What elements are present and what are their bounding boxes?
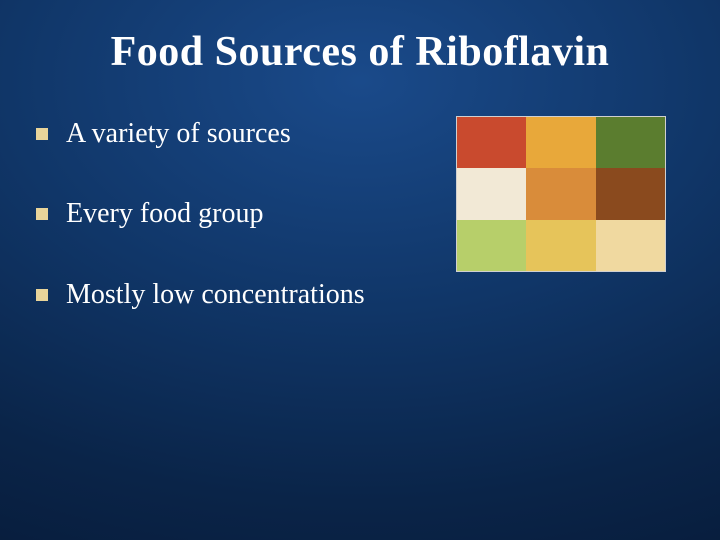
bullet-icon [36, 208, 48, 220]
food-swatch [526, 168, 595, 219]
bullet-text: A variety of sources [66, 116, 291, 152]
foods-image [456, 116, 666, 272]
bullet-icon [36, 128, 48, 140]
list-item: Mostly low concentrations [36, 277, 690, 313]
food-swatch [457, 220, 526, 271]
food-swatch [457, 168, 526, 219]
food-swatch [526, 220, 595, 271]
slide-title: Food Sources of Riboflavin [30, 28, 690, 76]
bullet-text: Every food group [66, 196, 264, 232]
food-swatch [596, 220, 665, 271]
food-swatch [526, 117, 595, 168]
bullet-text: Mostly low concentrations [66, 277, 365, 313]
food-swatch [596, 117, 665, 168]
bullet-icon [36, 289, 48, 301]
food-swatch [457, 117, 526, 168]
food-swatch [596, 168, 665, 219]
